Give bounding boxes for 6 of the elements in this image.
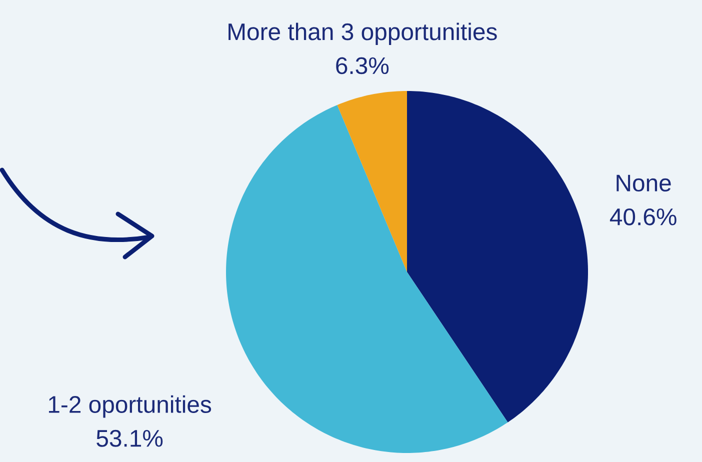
slice-label: None [616, 174, 671, 192]
data-label: 40.6% [610, 208, 676, 226]
slice-label: 1-2 oportunities [48, 395, 212, 418]
data-label: 53.1% [96, 430, 163, 447]
slice-label: More than 3 opportunities [228, 22, 497, 46]
data-label: 6.3% [336, 57, 389, 74]
